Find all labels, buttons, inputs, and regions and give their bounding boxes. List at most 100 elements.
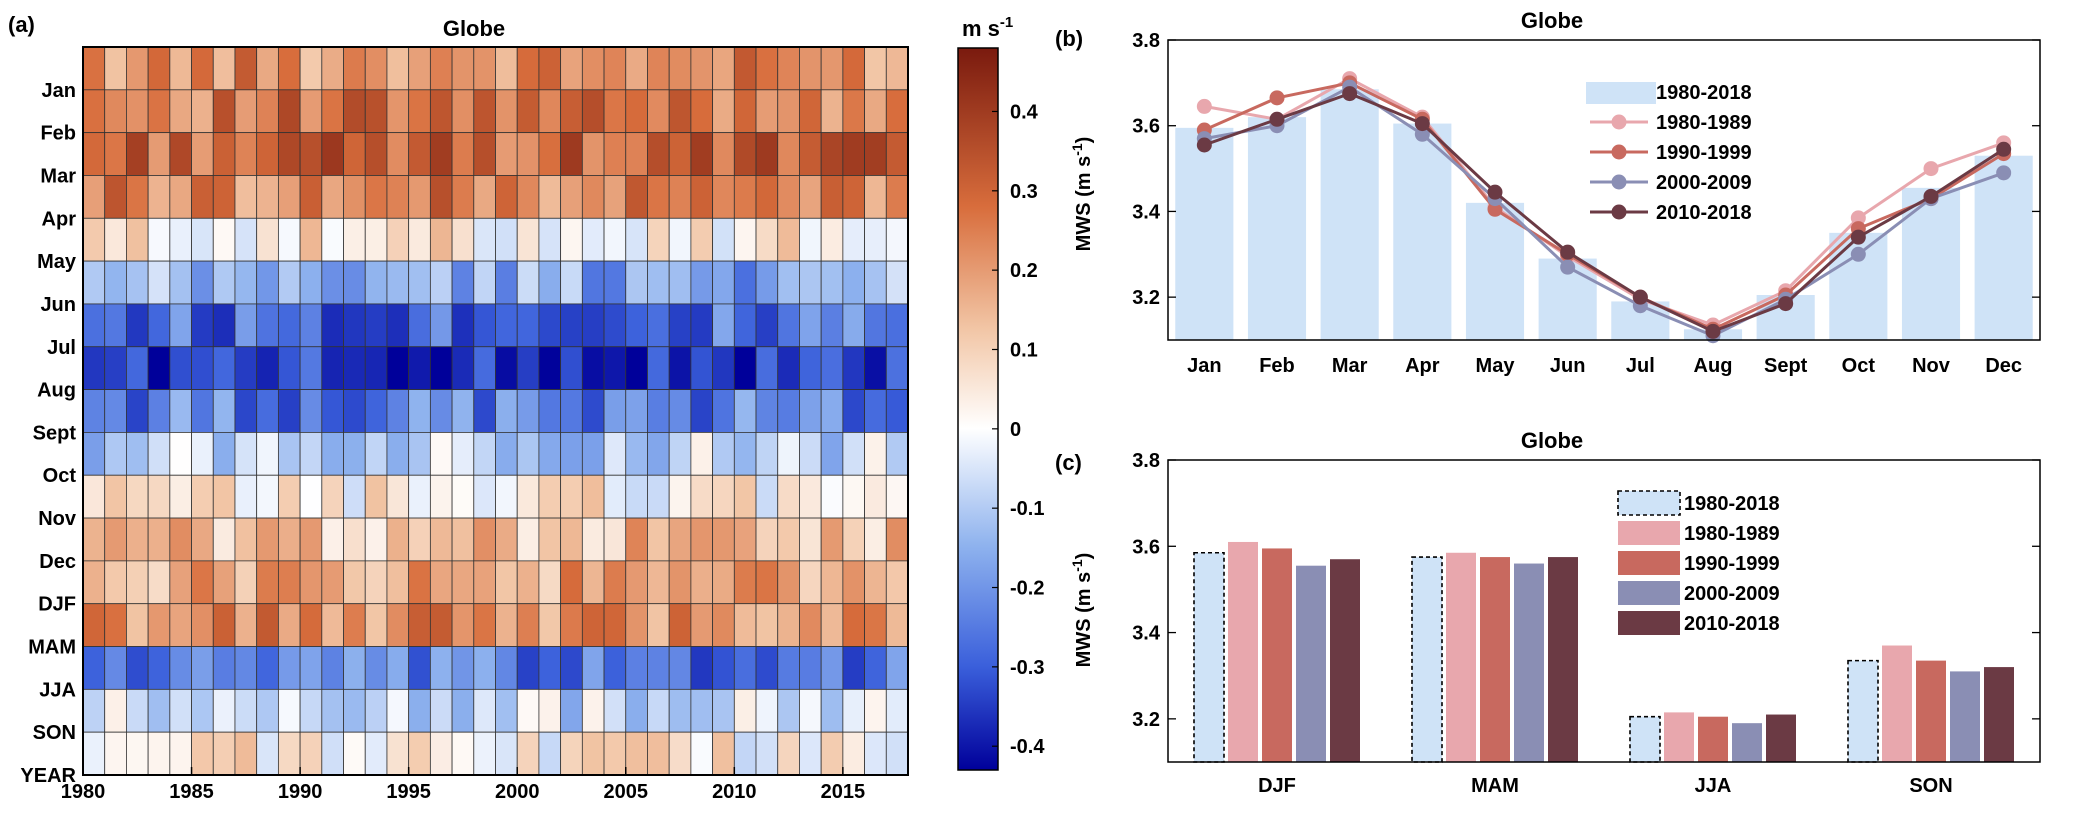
heatmap-cell [473, 217, 496, 262]
heatmap-cell [321, 731, 344, 776]
heatmap-cell [495, 688, 518, 733]
heatmap-cell [495, 89, 518, 134]
legend-swatch [1618, 581, 1680, 605]
series-point [1414, 126, 1430, 142]
heatmap-cell [864, 603, 887, 647]
heatmap-cell [126, 646, 149, 690]
heatmap-cell [495, 217, 518, 262]
heatmap-cell [343, 432, 366, 476]
heatmap-cell [820, 217, 844, 262]
panel-b: (b) Globe 3.2 3.4 3.6 3.8 Jan Feb Mar Apr May Jun… [1055, 8, 2041, 377]
heatmap-cell [212, 346, 236, 390]
heatmap-cell [234, 646, 258, 690]
heatmap-cell [799, 688, 822, 733]
heatmap-cell [343, 175, 366, 219]
panel-b-y-tick-label: 3.8 [1132, 30, 1160, 52]
series-point [1850, 210, 1866, 226]
heatmap-cell [212, 688, 236, 733]
heatmap-cell [451, 646, 475, 690]
heatmap-cell [212, 731, 236, 776]
heatmap-cell [147, 474, 171, 519]
heatmap-cell [820, 688, 844, 733]
series-point [1996, 141, 2012, 157]
legend-swatch [1617, 490, 1681, 516]
heatmap-cell [277, 646, 301, 690]
heatmap-cell [733, 303, 757, 348]
heatmap-cell [777, 603, 800, 647]
heatmap-cell [885, 89, 909, 134]
heatmap-cell [581, 260, 605, 305]
heatmap-cell [733, 560, 757, 605]
panel-c-axes-frame [1167, 459, 2041, 763]
heatmap-cell [277, 517, 301, 562]
series-point [1196, 98, 1212, 114]
heatmap-cell [516, 217, 540, 262]
heatmap-cell [256, 688, 279, 733]
heatmap-cell [408, 646, 431, 690]
heatmap-cell [885, 132, 909, 176]
heatmap-cell [408, 389, 431, 433]
seasonal-bar [1664, 712, 1694, 762]
heatmap-cell [234, 346, 258, 390]
panel-b-title: Globe [1521, 8, 1583, 33]
heatmap-cell [386, 89, 410, 134]
heatmap-cell [343, 303, 366, 348]
heatmap-cell [495, 517, 518, 562]
heatmap-x-tick-label: 2015 [821, 781, 866, 803]
heatmap-cell [755, 46, 779, 91]
heatmap-cell [647, 688, 670, 733]
heatmap-cell [603, 175, 627, 219]
heatmap-row-label: JJA [39, 679, 76, 701]
heatmap-cell [212, 432, 236, 476]
heatmap-cell [581, 603, 605, 647]
heatmap-cell [104, 89, 127, 134]
heatmap-cell [885, 517, 909, 562]
heatmap-cell [625, 260, 648, 305]
heatmap-cell [429, 603, 453, 647]
heatmap-cell [429, 646, 453, 690]
heatmap-cell [885, 46, 909, 91]
legend-label: 1990-1999 [1656, 142, 1752, 164]
heatmap-cell [147, 432, 171, 476]
heatmap-cell [625, 346, 648, 390]
heatmap-cell [516, 46, 540, 91]
heatmap-cell [842, 646, 865, 690]
heatmap-cell [147, 175, 171, 219]
heatmap-cell [603, 46, 627, 91]
heatmap-cell [277, 175, 301, 219]
heatmap-cell [842, 603, 865, 647]
heatmap-cell [820, 46, 844, 91]
heatmap-cell [191, 217, 214, 262]
heatmap-cell [799, 603, 822, 647]
heatmap-cell [885, 175, 909, 219]
panel-c-x-tick-label: SON [1909, 775, 1952, 797]
heatmap-cell [647, 560, 670, 605]
heatmap-cell [668, 731, 692, 776]
heatmap-x-tick-label: 2010 [712, 781, 757, 803]
heatmap-cell [364, 46, 388, 91]
heatmap-cell [625, 46, 648, 91]
heatmap-cell [581, 688, 605, 733]
heatmap-cell [321, 132, 344, 176]
heatmap-cell [495, 46, 518, 91]
heatmap-cell [169, 432, 192, 476]
heatmap-cell [169, 389, 192, 433]
heatmap-cell [104, 474, 127, 519]
heatmap-cell [212, 603, 236, 647]
heatmap-cell [451, 132, 475, 176]
monthly-bar [1320, 89, 1379, 341]
heatmap-cell [538, 603, 562, 647]
heatmap-cell [343, 560, 366, 605]
heatmap-cell [191, 474, 214, 519]
heatmap-cell [560, 217, 583, 262]
panel-c-y-tick-label: 3.4 [1132, 623, 1161, 645]
heatmap-cell [343, 217, 366, 262]
heatmap-cell [212, 560, 236, 605]
heatmap-cell [429, 46, 453, 91]
heatmap-cell [299, 560, 323, 605]
series-point [1560, 259, 1576, 275]
heatmap-cell [668, 688, 692, 733]
heatmap-cell [690, 646, 714, 690]
heatmap-cell [603, 132, 627, 176]
